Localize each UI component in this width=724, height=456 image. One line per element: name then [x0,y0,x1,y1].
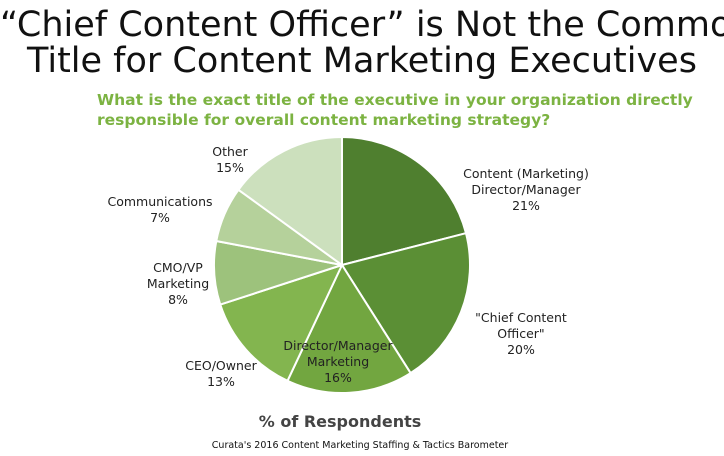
slice-label-text: Communications [107,194,213,209]
slice-label: "Chief Content Officer" 20% [475,310,567,358]
slice-label: CEO/Owner 13% [185,358,257,390]
slice-label: Communications 7% [107,194,212,226]
slice-label-text: Other [212,144,248,159]
pie-slice [237,135,343,267]
slice-label-text: Marketing [306,354,370,369]
slice-label: Other 15% [212,144,248,176]
slice-label-text: Officer" [497,326,545,341]
page-title-line-2: Title for Content Marketing Executives [27,41,697,81]
slice-value-label: 8% [168,292,188,307]
slice-label: Director/Manager Marketing 16% [283,338,392,386]
pie-slice [286,262,412,394]
survey-question: What is the exact title of the executive… [97,91,693,129]
page-title-line-1: “Chief Content Officer” is Not the Commo… [0,5,724,45]
slice-label-text: CMO/VP [153,260,203,275]
slice-value-label: 7% [150,210,170,225]
slice-label-text: "Chief Content [475,310,567,325]
slice-label-text: Content (Marketing) [463,166,589,181]
pie-slice [341,135,468,267]
slice-value-label: 15% [216,160,244,175]
slice-value-label: 21% [512,198,540,213]
slice-label: CMO/VP Marketing 8% [147,260,209,308]
slice-label: Content (Marketing) Director/Manager 21% [463,166,589,214]
pie-slice [218,263,344,383]
slice-label-text: CEO/Owner [185,358,257,373]
slice-label-text: Director/Manager [283,338,393,353]
slice-label-text: Marketing [146,276,210,291]
pie-slice [340,231,471,375]
chart-caption: % of Respondents [258,412,422,431]
slice-value-label: 16% [324,370,352,385]
slice-label-text: Director/Manager [471,182,581,197]
slice-value-label: 20% [507,342,535,357]
source-note: Curata's 2016 Content Marketing Staffing… [211,440,509,451]
slice-value-label: 13% [207,374,235,389]
